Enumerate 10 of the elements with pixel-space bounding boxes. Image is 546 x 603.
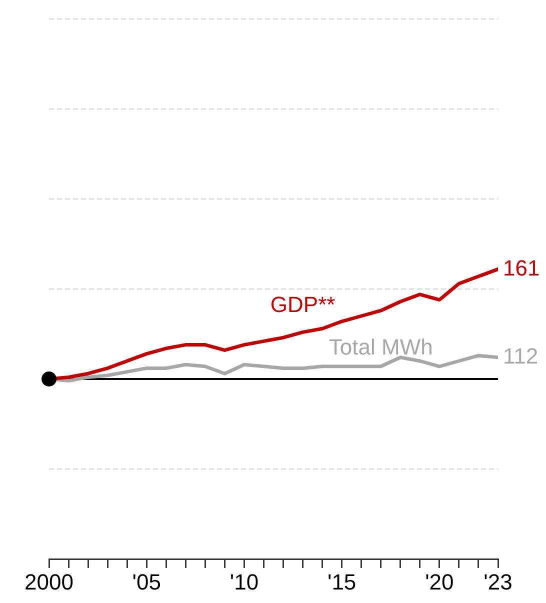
series-label: Total MWh — [328, 334, 433, 360]
series-label: GDP** — [270, 292, 336, 318]
data-label: 112 — [503, 343, 538, 368]
x-tick-label: 2000 — [24, 569, 74, 594]
x-tick-label: '15 — [327, 569, 356, 594]
x-tick-label: '05 — [132, 569, 161, 594]
x-tick-label: '10 — [230, 569, 259, 594]
data-label: 161 — [503, 255, 540, 280]
x-tick-label: '20 — [425, 569, 454, 594]
x-tick-label: '23 — [484, 569, 512, 594]
